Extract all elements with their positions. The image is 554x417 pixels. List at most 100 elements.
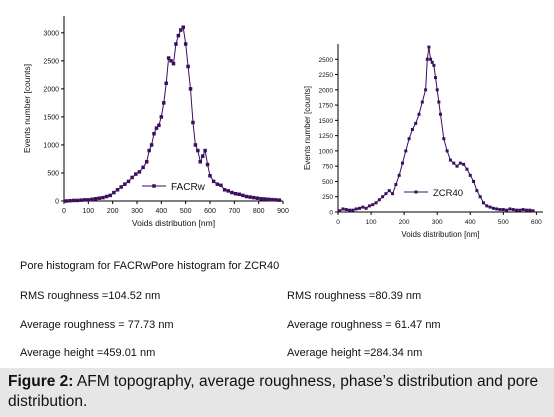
chart-zcr40: 0 100 200 300 400 500 600 0 250 500 750 1000 1250 150…	[303, 44, 543, 239]
data-point	[154, 126, 159, 130]
data-point	[137, 170, 142, 174]
figure-caption: Figure 2: AFM topography, average roughn…	[0, 368, 554, 417]
data-point	[230, 190, 234, 195]
data-point	[188, 87, 193, 91]
data-point	[186, 64, 190, 69]
data-point	[164, 81, 168, 86]
x-axis-label: Voids distribution [nm]	[401, 230, 479, 239]
series-line	[339, 47, 534, 212]
legend-label: ZCR40	[433, 188, 463, 199]
data-point	[157, 123, 161, 128]
figure-panel: 0 100 200 300 400 500 600 700 800 900 0 500 1000 1500…	[20, 16, 543, 359]
data-point	[407, 137, 411, 141]
data-point	[524, 208, 528, 212]
data-point	[226, 189, 230, 193]
data-point	[176, 33, 181, 38]
data-point	[123, 182, 127, 186]
data-point	[432, 63, 436, 67]
y-tick-label: 2500	[43, 58, 59, 65]
data-point	[427, 45, 431, 49]
data-point	[152, 131, 156, 136]
data-point	[79, 198, 83, 202]
data-point	[248, 195, 252, 199]
legend-marker	[414, 190, 418, 194]
data-point	[277, 198, 282, 202]
data-point	[455, 164, 459, 168]
data-point	[159, 115, 164, 119]
x-axis-label: Voids distribution [nm]	[132, 218, 215, 228]
data-point	[147, 148, 151, 153]
data-point	[263, 197, 267, 201]
data-point	[531, 209, 535, 213]
data-point	[101, 195, 105, 200]
y-tick-label: 2500	[319, 57, 334, 64]
data-point	[414, 121, 418, 125]
x-tick-label: 0	[336, 219, 340, 226]
x-tick-label: 100	[82, 208, 94, 215]
data-point	[252, 195, 256, 200]
data-point	[381, 195, 385, 199]
chart-facrw: 0 100 200 300 400 500 600 700 800 900 0 500 1000 1500…	[22, 16, 289, 228]
data-point	[511, 208, 515, 212]
data-point	[498, 208, 502, 212]
data-point	[394, 183, 398, 187]
data-point	[448, 158, 452, 162]
data-point	[241, 193, 245, 198]
y-tick-label: 2250	[319, 72, 334, 79]
data-point	[397, 173, 401, 177]
data-point	[437, 100, 441, 104]
data-point	[430, 60, 434, 64]
x-tick-label: 700	[228, 208, 240, 215]
data-point	[341, 207, 345, 211]
data-point	[266, 197, 271, 202]
data-point	[478, 195, 482, 199]
data-point	[462, 162, 466, 166]
x-tick-label: 200	[107, 208, 119, 215]
data-point	[215, 182, 220, 186]
x-tick-label: 200	[399, 219, 410, 226]
data-point	[377, 198, 381, 202]
data-point	[171, 61, 176, 66]
y-tick-label: 1500	[319, 118, 334, 125]
data-point	[425, 57, 429, 61]
data-point	[445, 149, 449, 153]
data-point	[465, 167, 469, 171]
data-point	[104, 194, 109, 199]
data-point	[144, 160, 149, 164]
data-point	[259, 197, 263, 201]
data-point	[348, 208, 352, 212]
data-point	[371, 203, 375, 207]
x-tick-label: 500	[498, 219, 509, 226]
data-point	[93, 197, 98, 201]
x-tick-label: 400	[155, 208, 167, 215]
data-point	[174, 42, 178, 46]
data-point	[435, 88, 439, 92]
data-point	[361, 205, 365, 209]
x-tick-label: 800	[253, 208, 265, 215]
data-point	[71, 198, 76, 203]
data-point	[198, 160, 203, 164]
data-point	[351, 208, 355, 212]
data-point	[434, 76, 438, 80]
data-point	[481, 201, 485, 205]
data-point	[374, 201, 378, 205]
data-point	[491, 206, 495, 210]
data-point	[134, 172, 138, 176]
data-point	[219, 183, 223, 188]
data-point	[179, 28, 183, 32]
y-tick-label: 1000	[43, 142, 59, 149]
data-point	[203, 148, 207, 153]
data-point	[68, 198, 72, 203]
y-tick-label: 1000	[319, 148, 334, 155]
data-point	[149, 143, 154, 147]
data-point	[211, 179, 216, 184]
y-tick-label: 500	[322, 179, 333, 186]
caption-label: Figure 2:	[8, 373, 74, 390]
data-point	[384, 192, 388, 196]
data-point	[200, 154, 205, 158]
data-point	[505, 208, 509, 212]
y-tick-label: 750	[322, 164, 333, 171]
data-point	[485, 204, 489, 208]
average-roughness-right: Average roughness = 61.47 nm	[287, 319, 441, 331]
data-point	[404, 149, 408, 153]
